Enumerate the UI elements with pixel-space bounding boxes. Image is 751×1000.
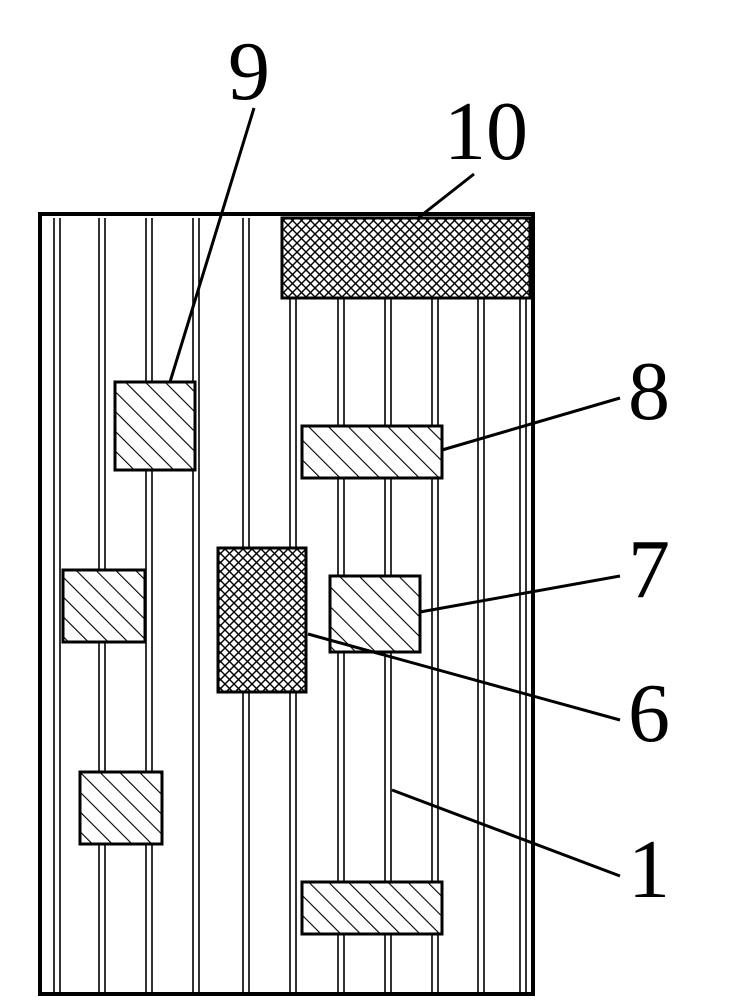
callout-label-7: 7 (628, 528, 670, 612)
callout-label-1: 1 (628, 828, 670, 912)
callout-label-10: 10 (444, 90, 528, 174)
callout-label-6: 6 (628, 672, 670, 756)
figure-root: 9 10 8 7 6 1 (0, 0, 751, 1000)
callout-label-9: 9 (228, 30, 270, 114)
callout-label-8: 8 (628, 350, 670, 434)
